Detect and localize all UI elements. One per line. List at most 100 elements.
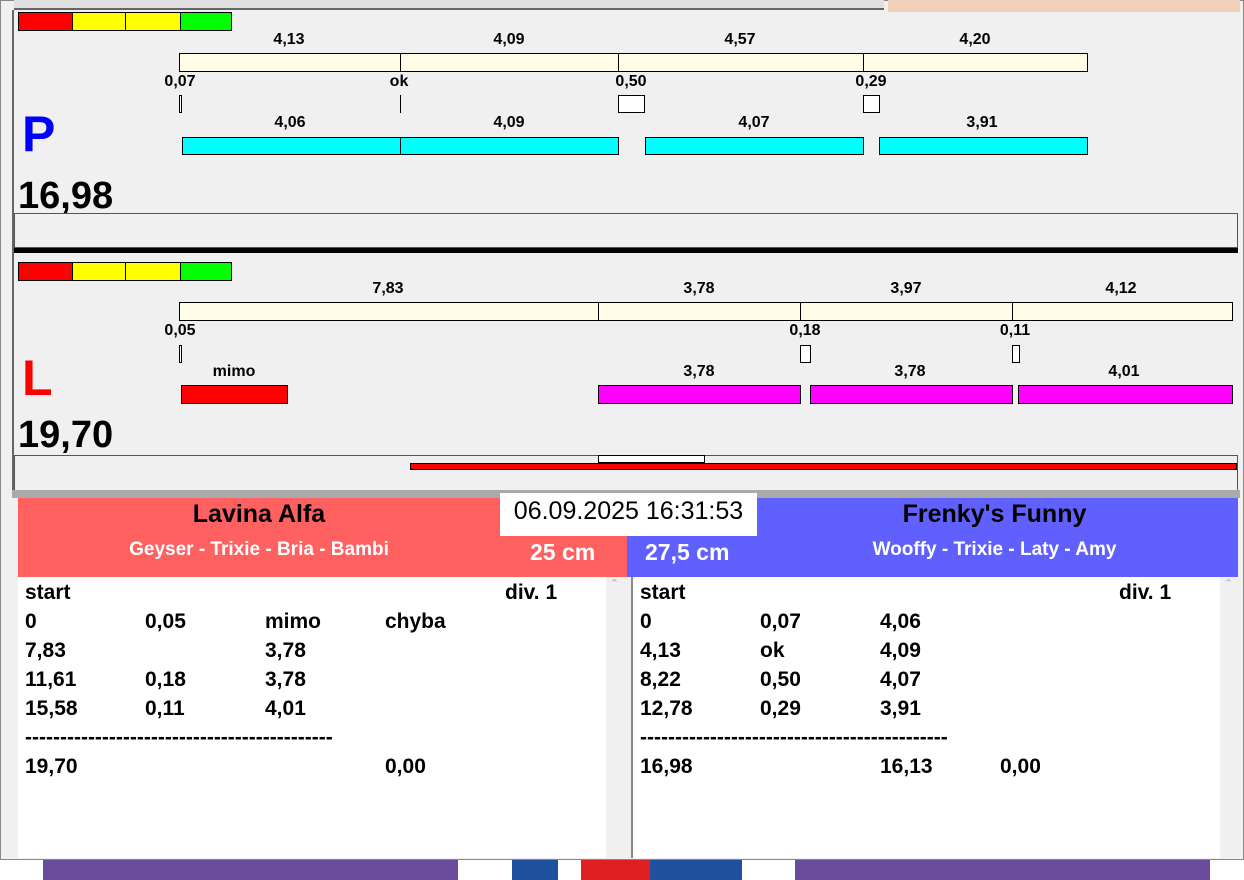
list-cell: 0 bbox=[640, 610, 652, 633]
l-progress-marker bbox=[598, 455, 705, 463]
right-results-list[interactable] bbox=[631, 577, 1220, 858]
legend-yellow bbox=[72, 12, 126, 31]
left-team-dogs: Geyser - Trixie - Bria - Bambi bbox=[129, 539, 389, 560]
p-top-bar bbox=[400, 53, 619, 72]
list-cell: 7,83 bbox=[25, 639, 66, 662]
list-cell: 4,09 bbox=[880, 639, 921, 662]
p-gap-box bbox=[618, 95, 645, 113]
list-cell: 15,58 bbox=[25, 697, 78, 720]
top-right-area bbox=[888, 0, 1240, 12]
l-top-bar bbox=[800, 302, 1013, 321]
top-tab-strip bbox=[14, 0, 884, 10]
left-scrollbar[interactable]: ⌃ bbox=[606, 577, 623, 858]
list-cell: 0,11 bbox=[145, 697, 185, 720]
list-cell: 0,29 bbox=[760, 697, 801, 720]
lanes-frame bbox=[12, 10, 1240, 490]
list-cell: 0,07 bbox=[760, 610, 801, 633]
legend-red bbox=[18, 262, 73, 281]
list-cell: 12,78 bbox=[640, 697, 693, 720]
left-results-list[interactable] bbox=[18, 577, 606, 858]
list-cell: 4,07 bbox=[880, 668, 921, 691]
list-cell: 11,61 bbox=[25, 668, 77, 691]
l-bottom-label: 4,01 bbox=[1108, 363, 1140, 380]
p-mid-label: 0,07 bbox=[164, 73, 196, 90]
list-header-start: start bbox=[640, 581, 686, 604]
l-bottom-label: 3,78 bbox=[683, 363, 715, 380]
l-mid-label: 0,11 bbox=[999, 322, 1031, 339]
l-run-bar bbox=[598, 385, 801, 404]
l-top-bar bbox=[598, 302, 801, 321]
p-run-bar bbox=[182, 137, 401, 155]
p-run-bar bbox=[400, 137, 619, 155]
background-banner-left bbox=[43, 860, 458, 880]
list-cell: 3,78 bbox=[265, 668, 306, 691]
list-separator: ----------------------------------------… bbox=[640, 726, 948, 749]
l-mid-label: 0,05 bbox=[164, 322, 196, 339]
l-gap-box bbox=[1012, 345, 1020, 363]
list-total-cell: 0,00 bbox=[1000, 755, 1041, 778]
right-team-name: Frenky's Funny bbox=[902, 500, 1087, 528]
p-gap-line bbox=[400, 95, 401, 113]
background-banner-right bbox=[795, 860, 1210, 880]
p-top-label: 4,57 bbox=[724, 31, 756, 48]
lane-divider bbox=[14, 248, 1238, 253]
list-cell: 0,50 bbox=[760, 668, 801, 691]
legend-yellow bbox=[125, 12, 181, 31]
p-lane-letter: P bbox=[22, 106, 56, 162]
p-bottom-label: 4,07 bbox=[738, 114, 770, 131]
p-mid-label: 0,50 bbox=[615, 73, 647, 90]
l-fault-bar bbox=[181, 385, 288, 404]
p-run-bar bbox=[879, 137, 1088, 155]
list-header-division: div. 1 bbox=[1119, 581, 1172, 604]
legend-green bbox=[180, 12, 232, 31]
p-mid-label: 0,29 bbox=[855, 73, 887, 90]
p-gap-box bbox=[863, 95, 880, 113]
list-cell: 4,13 bbox=[640, 639, 681, 662]
datetime: 06.09.2025 16:31:53 bbox=[500, 493, 757, 536]
p-mid-label: ok bbox=[389, 73, 409, 90]
list-cell: ok bbox=[760, 639, 785, 662]
list-total-cell: 19,70 bbox=[25, 755, 78, 778]
p-progress-box bbox=[14, 213, 1238, 248]
list-total-cell: 16,13 bbox=[880, 755, 933, 778]
l-bottom-label: 3,78 bbox=[894, 363, 926, 380]
list-cell: 3,78 bbox=[265, 639, 306, 662]
l-top-label: 3,78 bbox=[683, 280, 715, 297]
list-cell: 3,91 bbox=[880, 697, 921, 720]
p-top-label: 4,20 bbox=[959, 31, 991, 48]
p-total-time: 16,98 bbox=[18, 175, 114, 217]
list-total-cell: 16,98 bbox=[640, 755, 693, 778]
right-scrollbar[interactable]: ⌃ bbox=[1220, 577, 1237, 858]
legend-green bbox=[180, 262, 232, 281]
list-cell: 8,22 bbox=[640, 668, 681, 691]
l-mid-label: 0,18 bbox=[789, 322, 821, 339]
p-top-bar bbox=[179, 53, 401, 72]
left-team-name: Lavina Alfa bbox=[192, 500, 326, 528]
p-bottom-label: 4,09 bbox=[493, 114, 525, 131]
legend-red bbox=[18, 12, 73, 31]
p-run-bar bbox=[645, 137, 864, 155]
p-bottom-label: 4,06 bbox=[274, 114, 306, 131]
l-top-bar bbox=[179, 302, 599, 321]
l-total-time: 19,70 bbox=[18, 414, 114, 456]
list-cell: 0,05 bbox=[145, 610, 186, 633]
p-top-bar bbox=[863, 53, 1088, 72]
l-gap-box bbox=[179, 345, 182, 363]
l-gap-box bbox=[800, 345, 811, 363]
list-cell: 0,18 bbox=[145, 668, 186, 691]
l-run-bar bbox=[1018, 385, 1233, 404]
p-top-label: 4,09 bbox=[493, 31, 525, 48]
list-separator: ----------------------------------------… bbox=[25, 726, 333, 749]
list-cell: mimo bbox=[265, 610, 322, 633]
list-total-cell: 0,00 bbox=[385, 755, 426, 778]
right-jump-height: 27,5 cm bbox=[645, 539, 730, 565]
background-logo bbox=[512, 860, 742, 880]
list-header-division: div. 1 bbox=[505, 581, 558, 604]
l-top-bar bbox=[1012, 302, 1233, 321]
list-cell: chyba bbox=[385, 610, 446, 633]
l-top-label: 3,97 bbox=[890, 280, 922, 297]
p-gap-box bbox=[179, 95, 182, 113]
list-cell: 4,06 bbox=[880, 610, 921, 633]
legend-yellow bbox=[125, 262, 181, 281]
list-cell: 4,01 bbox=[265, 697, 306, 720]
